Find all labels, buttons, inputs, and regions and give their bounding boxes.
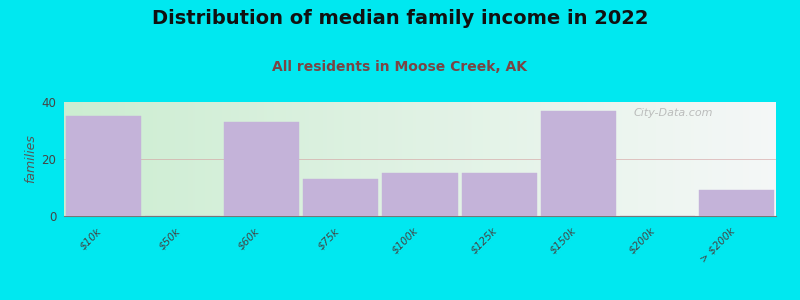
Bar xyxy=(303,179,378,216)
Bar xyxy=(699,190,774,216)
Bar xyxy=(462,173,537,216)
Bar xyxy=(382,173,458,216)
Bar xyxy=(66,116,141,216)
Bar xyxy=(224,122,299,216)
Text: City-Data.com: City-Data.com xyxy=(634,108,713,118)
Text: All residents in Moose Creek, AK: All residents in Moose Creek, AK xyxy=(273,60,527,74)
Y-axis label: families: families xyxy=(24,135,38,183)
Bar xyxy=(541,111,616,216)
Text: Distribution of median family income in 2022: Distribution of median family income in … xyxy=(152,9,648,28)
